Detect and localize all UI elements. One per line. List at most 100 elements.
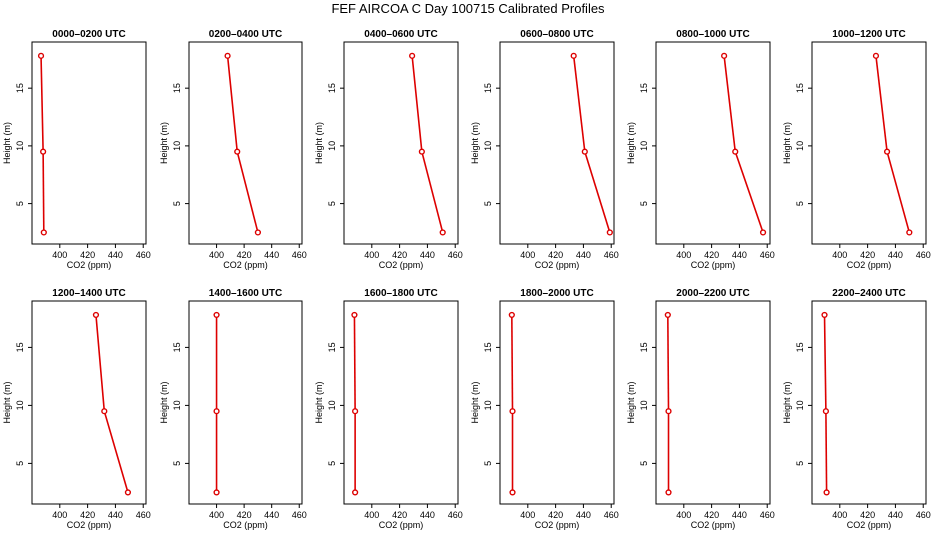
y-tick-label: 5	[15, 461, 25, 466]
y-tick-label: 5	[639, 461, 649, 466]
data-point	[509, 408, 516, 415]
plot-frame	[499, 300, 615, 505]
x-tick-label: 400	[676, 250, 691, 260]
x-tick-label: 420	[860, 510, 875, 520]
data-point	[101, 408, 108, 415]
panel-10: 1800–2000 UTC 400 420 440 460 CO2 (ppm) 5 10 15 H…	[470, 288, 619, 530]
y-tick-label: 10	[327, 141, 337, 151]
x-tick-label: 440	[888, 250, 903, 260]
x-tick-label: 460	[604, 250, 619, 260]
y-tick-label: 15	[172, 83, 182, 93]
y-axis-label: Height (m)	[159, 122, 169, 164]
y-tick-label: 10	[795, 400, 805, 410]
plot-frame	[811, 41, 927, 245]
panel-4: 0600–0800 UTC 400 420 440 460 CO2 (ppm) 5 10 15 H…	[470, 29, 619, 270]
data-point	[823, 489, 830, 496]
data-point	[581, 148, 588, 155]
data-point	[92, 311, 100, 319]
profile-segment	[723, 55, 737, 152]
x-tick-label: 420	[237, 510, 252, 520]
x-tick-label: 400	[832, 510, 847, 520]
x-tick-label: 420	[548, 510, 563, 520]
panel-title: 0600–0800 UTC	[520, 29, 593, 40]
data-point	[351, 311, 358, 319]
x-tick-label: 440	[108, 250, 123, 260]
y-tick-label: 15	[639, 342, 649, 352]
plot-frame	[31, 41, 147, 245]
panel-3: 0400–0600 UTC 400 420 440 460 CO2 (ppm) 5 10 15 H…	[314, 29, 463, 270]
y-axis-label: Height (m)	[470, 381, 480, 423]
data-point	[822, 408, 830, 415]
data-point	[40, 148, 47, 155]
y-tick-label: 10	[15, 141, 25, 151]
y-tick-label: 5	[639, 201, 649, 206]
panel-2: 0200–0400 UTC 400 420 440 460 CO2 (ppm) 5 10 15 H…	[159, 29, 307, 270]
x-axis-label: CO2 (ppm)	[67, 520, 112, 530]
panel-title: 1400–1600 UTC	[209, 288, 282, 299]
y-tick-label: 5	[15, 201, 25, 206]
y-axis-label: Height (m)	[2, 122, 12, 164]
x-axis-label: CO2 (ppm)	[535, 260, 580, 270]
profile-segment	[236, 151, 259, 233]
plot-frame	[811, 300, 927, 505]
x-axis-label: CO2 (ppm)	[223, 520, 268, 530]
y-axis-label: Height (m)	[314, 122, 324, 164]
y-tick-label: 10	[639, 141, 649, 151]
panel-title: 1800–2000 UTC	[520, 288, 593, 299]
data-point	[821, 311, 828, 319]
y-tick-label: 10	[172, 141, 182, 151]
data-point	[224, 52, 231, 59]
data-point	[570, 52, 577, 59]
data-point	[883, 148, 891, 155]
x-tick-label: 420	[392, 510, 407, 520]
x-tick-label: 460	[448, 510, 463, 520]
x-axis-label: CO2 (ppm)	[379, 260, 424, 270]
y-tick-label: 15	[15, 342, 25, 352]
panel-12: 2200–2400 UTC 400 420 440 460 CO2 (ppm) 5 10 15 H…	[782, 288, 931, 530]
plot-frame	[343, 300, 459, 505]
x-tick-label: 460	[916, 510, 931, 520]
y-tick-label: 15	[172, 342, 182, 352]
data-point	[906, 229, 913, 236]
profile-segment	[103, 410, 129, 493]
x-tick-label: 400	[52, 250, 67, 260]
panel-8: 1400–1600 UTC 400 420 440 460 CO2 (ppm) 5 10 15 H…	[159, 288, 307, 530]
x-tick-label: 420	[704, 510, 719, 520]
panel-title: 2200–2400 UTC	[832, 288, 905, 299]
panel-6: 1000–1200 UTC 400 420 440 460 CO2 (ppm) 5 10 15 H…	[782, 29, 931, 270]
x-axis-label: CO2 (ppm)	[223, 260, 268, 270]
y-tick-label: 15	[327, 342, 337, 352]
x-tick-label: 440	[420, 510, 435, 520]
x-tick-label: 420	[392, 250, 407, 260]
profile-segment	[42, 151, 45, 233]
y-tick-label: 5	[327, 461, 337, 466]
x-tick-label: 400	[520, 250, 535, 260]
panel-title: 1000–1200 UTC	[832, 29, 905, 40]
profile-segment	[825, 411, 828, 493]
x-tick-label: 460	[604, 510, 619, 520]
x-tick-label: 420	[548, 250, 563, 260]
x-tick-label: 440	[108, 510, 123, 520]
plot-frame	[655, 300, 771, 505]
data-point	[37, 52, 45, 59]
panel-title: 0200–0400 UTC	[209, 29, 282, 40]
y-axis-label: Height (m)	[159, 381, 169, 423]
data-point	[509, 489, 516, 496]
y-tick-label: 5	[172, 201, 182, 206]
data-point	[352, 489, 359, 496]
plot-frame	[655, 41, 771, 245]
panel-title: 0800–1000 UTC	[676, 29, 749, 40]
y-tick-label: 10	[795, 141, 805, 151]
data-point	[508, 311, 515, 319]
data-point	[664, 311, 671, 319]
y-tick-label: 15	[795, 342, 805, 352]
profile-segment	[40, 55, 44, 152]
profile-segment	[886, 151, 911, 233]
y-tick-label: 15	[15, 83, 25, 93]
y-axis-label: Height (m)	[782, 122, 792, 164]
profile-segment	[734, 151, 764, 233]
x-tick-label: 440	[576, 510, 591, 520]
x-tick-label: 440	[888, 510, 903, 520]
data-point	[213, 408, 220, 415]
